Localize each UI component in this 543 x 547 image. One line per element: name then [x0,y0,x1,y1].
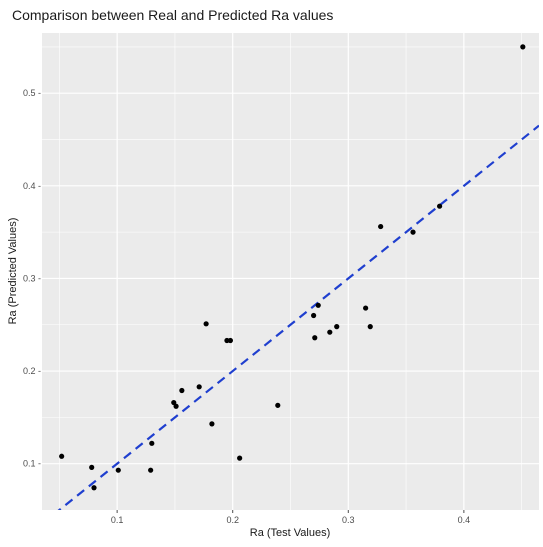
x-axis-title: Ra (Test Values) [250,527,331,539]
data-point [171,399,177,406]
data-point [91,485,97,491]
data-point [311,312,317,319]
data-point [363,305,369,311]
data-point [275,402,281,408]
chart-title: Comparison between Real and Predicted Ra… [12,7,333,23]
reference-line [57,124,539,510]
data-point [437,203,443,209]
data-point [149,440,155,446]
y-tick-label: 0.2 - [23,366,41,376]
y-axis-ticks: 0.1 - 0.2 - 0.3 - 0.4 - 0.5 - [23,88,41,468]
x-tick-label: 0.3 [342,515,355,525]
data-point [173,403,179,409]
y-tick-label: 0.1 - [23,459,41,469]
data-point [203,321,209,327]
y-tick-label: 0.4 - [23,181,41,191]
data-point [209,421,215,427]
data-point [89,464,95,470]
y-tick-label: 0.5 - [23,88,41,98]
y-tick-label: 0.3 - [23,273,41,283]
data-point [148,467,154,473]
data-points [59,44,526,491]
data-point [378,223,384,230]
x-tick-label: 0.2 [226,515,239,525]
x-axis-ticks: 0.1 0.2 0.3 0.4 [111,510,470,525]
data-point [312,335,318,341]
data-point [315,302,321,308]
data-point [196,384,202,390]
reference-line-group [57,124,539,510]
grid-lines [42,33,539,510]
x-tick-label: 0.1 [111,515,124,525]
data-point [334,324,340,330]
data-point [237,455,243,461]
y-axis-title: Ra (Predicted Values) [7,218,19,325]
data-point [179,387,185,394]
data-point [367,324,373,330]
data-point [227,337,233,344]
x-tick-label: 0.4 [458,515,471,525]
data-point [410,229,416,235]
data-point [59,453,65,459]
data-point [115,467,121,473]
data-point [520,44,526,50]
data-point [327,329,333,335]
